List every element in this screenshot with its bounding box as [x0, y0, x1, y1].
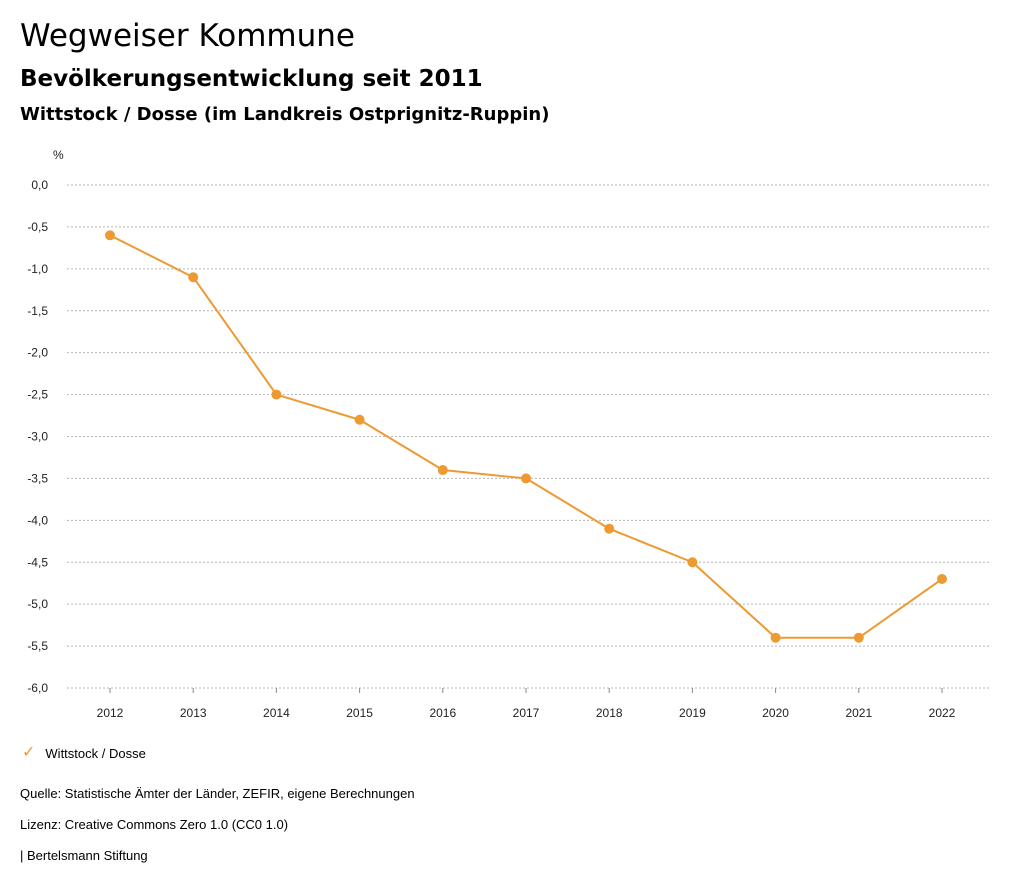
data-point — [853, 632, 864, 643]
x-tick-label: 2015 — [346, 706, 373, 720]
x-tick-label: 2018 — [596, 706, 623, 720]
page-title: Wegweiser Kommune — [20, 18, 355, 54]
y-axis: % 0,0 -0,5 -1,0 -1,5 -2,0 -2,5 -3,0 -3,5 -4,0 -4,5… — [27, 148, 64, 695]
x-tick-label: 2022 — [929, 706, 956, 720]
x-tick-label: 2020 — [762, 706, 789, 720]
y-tick-label: -6,0 — [27, 681, 48, 695]
data-point — [604, 523, 615, 534]
y-axis-unit: % — [53, 148, 64, 162]
x-tick-label: 2012 — [97, 706, 124, 720]
x-tick-label: 2017 — [513, 706, 540, 720]
y-tick-label: -5,0 — [27, 597, 48, 611]
data-point — [770, 632, 781, 643]
series-line — [109, 234, 943, 639]
x-tick-label: 2013 — [180, 706, 207, 720]
y-tick-label: -4,5 — [27, 555, 48, 569]
x-axis: 2012 2013 2014 2015 2016 2017 2018 2019 2020 2021… — [97, 688, 956, 720]
y-tick-label: -3,0 — [27, 430, 48, 444]
region-label: Wittstock / Dosse (im Landkreis Ostprign… — [20, 104, 550, 125]
y-tick-label: -2,5 — [27, 388, 48, 402]
x-tick-label: 2019 — [679, 706, 706, 720]
y-tick-label: -0,5 — [27, 220, 48, 234]
y-tick-label: -1,5 — [27, 304, 48, 318]
x-tick-label: 2016 — [429, 706, 456, 720]
data-point — [105, 230, 115, 241]
line-chart: % 0,0 -0,5 -1,0 -1,5 -2,0 -2,5 -3,0 -3,5 -4,0 -4,5… — [27, 148, 990, 720]
checkmark-icon: ✓ — [22, 744, 36, 761]
y-tick-label: -1,0 — [27, 262, 48, 276]
data-point — [437, 465, 448, 476]
y-tick-label: -3,5 — [27, 471, 48, 485]
data-point — [188, 272, 199, 283]
legend-label: Wittstock / Dosse — [45, 745, 146, 761]
y-tick-label: -2,0 — [27, 346, 48, 360]
source-note: Quelle: Statistische Ämter der Länder, Z… — [20, 786, 415, 801]
license-note: Lizenz: Creative Commons Zero 1.0 (CC0 1… — [20, 817, 289, 832]
data-point — [937, 574, 947, 585]
data-point — [271, 389, 282, 400]
y-tick-label: 0,0 — [31, 178, 48, 192]
legend[interactable]: ✓ Wittstock / Dosse — [22, 745, 146, 761]
data-point — [521, 473, 531, 484]
series-layer — [105, 230, 947, 643]
y-tick-label: -4,0 — [27, 513, 48, 527]
publisher-note: | Bertelsmann Stiftung — [20, 848, 148, 863]
x-tick-label: 2021 — [845, 706, 872, 720]
gridlines — [67, 184, 990, 689]
chart-subtitle: Bevölkerungsentwicklung seit 2011 — [20, 66, 483, 92]
y-tick-label: -5,5 — [27, 639, 48, 653]
data-point — [687, 557, 698, 568]
data-point — [354, 414, 365, 425]
x-tick-label: 2014 — [263, 706, 290, 720]
